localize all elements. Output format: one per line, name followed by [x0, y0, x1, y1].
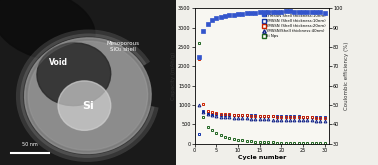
- Legend: Coulombic efficiency
(YMSSN Shell thickness:10nm), YMSSN (Shell thickness:10nm),: Coulombic efficiency (YMSSN Shell thickn…: [261, 9, 327, 39]
- Text: 50 nm: 50 nm: [22, 142, 38, 147]
- Ellipse shape: [37, 43, 111, 106]
- Ellipse shape: [25, 38, 151, 153]
- Y-axis label: Coulombic efficiency (%): Coulombic efficiency (%): [344, 42, 350, 110]
- Ellipse shape: [58, 81, 111, 130]
- Ellipse shape: [28, 41, 148, 150]
- Text: Mesoporous
SiO₂ shell: Mesoporous SiO₂ shell: [107, 41, 139, 52]
- X-axis label: Cycle number: Cycle number: [238, 155, 286, 161]
- Text: Void: Void: [48, 58, 68, 67]
- Text: Si: Si: [82, 101, 94, 111]
- Ellipse shape: [0, 0, 95, 60]
- Y-axis label: Capacity (mAh/g): Capacity (mAh/g): [171, 52, 176, 100]
